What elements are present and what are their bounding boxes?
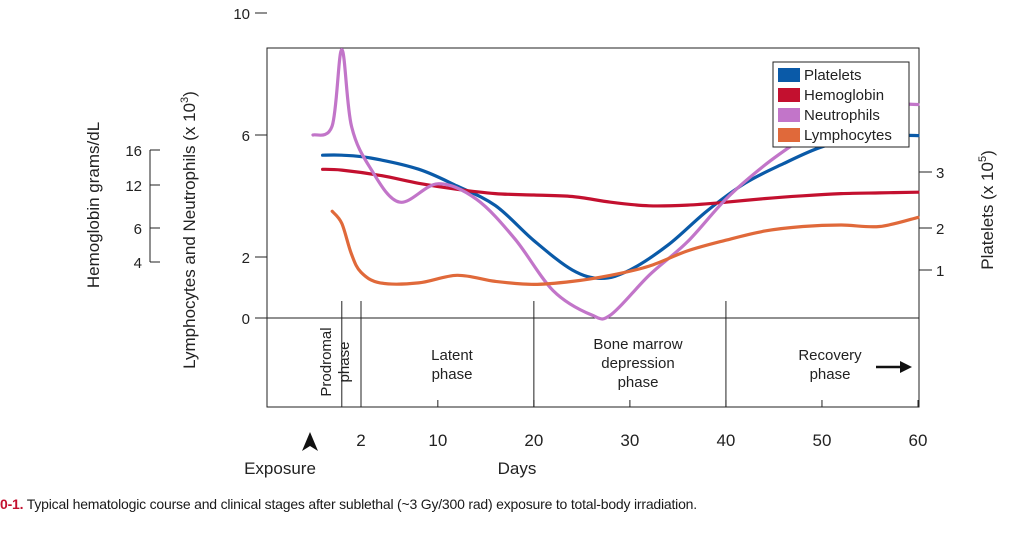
platelets-axis-ticks: 1 2 3 bbox=[919, 165, 944, 280]
hemoglobin-axis-label: Hemoglobin grams/dL bbox=[84, 122, 103, 288]
legend-label-hemoglobin: Hemoglobin bbox=[804, 87, 884, 104]
phase-label-line: Recovery bbox=[798, 347, 862, 364]
left-tick-label: 2 bbox=[242, 250, 250, 267]
exposure-label: Exposure bbox=[244, 459, 316, 478]
phase-label-line: phase bbox=[618, 374, 659, 391]
phase-label-prodromal: Prodromalphase bbox=[318, 327, 353, 396]
platelets-axis-label-main: Platelets (x 10 bbox=[978, 162, 997, 270]
left-axis-label-main: Lymphocytes and Neutrophils (x 10 bbox=[180, 103, 199, 369]
left-axis-label-close: ) bbox=[180, 91, 199, 97]
platelets-axis-label-exp: 5 bbox=[977, 156, 989, 162]
hemoglobin-tick-label: 4 bbox=[134, 255, 142, 272]
legend-swatch-platelets bbox=[778, 68, 800, 82]
series-line-hemoglobin bbox=[321, 167, 920, 208]
recovery-arrow-icon bbox=[900, 361, 912, 373]
hemoglobin-axis: 4 6 12 16 bbox=[125, 143, 160, 272]
x-tick-label: 60 bbox=[909, 431, 928, 450]
legend-label-platelets: Platelets bbox=[804, 67, 862, 84]
hemoglobin-tick-label: 12 bbox=[125, 178, 142, 195]
x-axis-label: Days bbox=[498, 459, 537, 478]
phase-label-line: phase bbox=[432, 366, 473, 383]
phase-label: Bone marrow depression phase bbox=[593, 336, 682, 391]
figure-caption: 0-1. Typical hematologic course and clin… bbox=[0, 496, 697, 512]
series-line-platelets bbox=[321, 133, 920, 280]
left-tick-label: 10 bbox=[233, 6, 250, 23]
phase-label-line: phase bbox=[336, 342, 353, 383]
phase-label-line: Latent bbox=[431, 347, 474, 364]
platelets-axis-label-close: ) bbox=[978, 150, 997, 156]
legend-label-neutrophils: Neutrophils bbox=[804, 107, 880, 124]
phase-label-line: Prodromal bbox=[318, 327, 335, 396]
exposure-marker-icon bbox=[302, 432, 318, 451]
x-tick-label: 10 bbox=[428, 431, 447, 450]
phase-label-line: phase bbox=[810, 366, 851, 383]
series-line-lymphocytes bbox=[330, 209, 920, 286]
legend-swatch-neutrophils bbox=[778, 108, 800, 122]
left-axis-label: Lymphocytes and Neutrophils (x 103) bbox=[179, 91, 199, 369]
platelets-axis-label: Platelets (x 105) bbox=[977, 150, 997, 270]
phase-label: Recovery phase bbox=[798, 347, 862, 383]
platelets-tick-label: 1 bbox=[936, 263, 944, 280]
x-tick-label: 2 bbox=[356, 431, 365, 450]
legend-swatch-lymphocytes bbox=[778, 128, 800, 142]
left-axis-label-exp: 3 bbox=[179, 97, 191, 103]
x-tick-label: 20 bbox=[524, 431, 543, 450]
left-tick-label: 0 bbox=[242, 311, 250, 328]
legend-items: Platelets Hemoglobin Neutrophils Lymphocyte… bbox=[778, 67, 892, 144]
figure-number: 0-1. bbox=[0, 496, 24, 512]
hemoglobin-tick-label: 6 bbox=[134, 221, 142, 238]
legend-label-lymphocytes: Lymphocytes bbox=[804, 127, 892, 144]
hemoglobin-tick-label: 16 bbox=[125, 143, 142, 160]
platelets-tick-label: 3 bbox=[936, 165, 944, 182]
legend-swatch-hemoglobin bbox=[778, 88, 800, 102]
x-tick-label: 40 bbox=[716, 431, 735, 450]
phase-label-line: depression bbox=[601, 355, 674, 372]
x-tick-label: 30 bbox=[620, 431, 639, 450]
left-axis-ticks: 0261014 bbox=[233, 6, 267, 328]
x-tick-label: 50 bbox=[813, 431, 832, 450]
caption-text: Typical hematologic course and clinical … bbox=[26, 496, 697, 512]
platelets-tick-label: 2 bbox=[936, 221, 944, 238]
left-tick-label: 6 bbox=[242, 128, 250, 145]
phase-label: Latent phase bbox=[431, 347, 474, 383]
x-axis-ticks: 2 10 20 30 40 50 60 bbox=[356, 400, 927, 450]
legend: Platelets Hemoglobin Neutrophils Lymphocyte… bbox=[772, 61, 910, 148]
phase-dividers bbox=[341, 301, 727, 407]
phase-label-line: Bone marrow bbox=[593, 336, 682, 353]
